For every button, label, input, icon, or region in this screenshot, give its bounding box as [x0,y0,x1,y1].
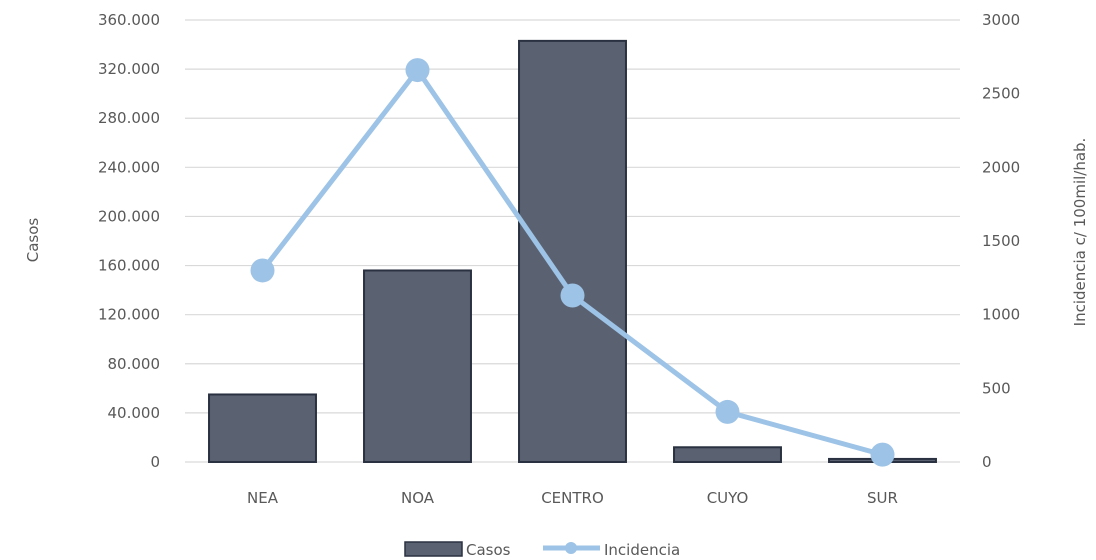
x-tick-label: NOA [401,489,435,507]
y2-tick-label: 2000 [982,158,1020,176]
y2-tick-label: 3000 [982,11,1020,29]
y-tick-label: 120.000 [98,306,160,324]
y2-axis-title: Incidencia c/ 100mil/hab. [1071,138,1089,327]
y-tick-label: 0 [150,453,160,471]
y-tick-label: 320.000 [98,60,160,78]
y2-tick-label: 2500 [982,85,1020,103]
left-axis-ticks: 0 40.000 80.000 120.000 160.000 200.000 240.00… [98,11,160,471]
y-tick-label: 360.000 [98,11,160,29]
legend-swatch-casos [404,541,463,557]
y-tick-label: 240.000 [98,158,160,176]
y-tick-label: 160.000 [98,257,160,275]
y2-tick-label: 1000 [982,306,1020,324]
marker-sur [870,442,895,467]
y-axis-title: Casos [24,218,42,263]
y-tick-label: 80.000 [108,355,161,373]
y2-tick-label: 500 [982,379,1011,397]
category-axis-ticks: NEA NOA CENTRO CUYO SUR [247,489,898,507]
marker-noa [405,58,430,83]
bar-centro [518,39,627,463]
y2-tick-label: 1500 [982,232,1020,250]
marker-nea [250,258,275,283]
x-tick-label: CUYO [707,489,749,507]
bars-casos [208,39,937,464]
bar-nea [208,393,317,464]
x-tick-label: NEA [247,489,279,507]
bar-cuyo [673,446,782,463]
y-tick-label: 280.000 [98,109,160,127]
legend: Casos Incidencia [404,541,680,559]
bar-noa [363,269,472,464]
y-tick-label: 40.000 [108,404,161,422]
x-tick-label: CENTRO [541,489,604,507]
x-tick-label: SUR [867,489,898,507]
line-incidencia [250,58,895,467]
legend-label-casos: Casos [466,541,511,559]
y-tick-label: 200.000 [98,207,160,225]
marker-cuyo [715,399,740,424]
legend-label-incidencia: Incidencia [604,541,680,559]
y2-tick-label: 0 [982,453,992,471]
right-axis-ticks: 0 500 1000 1500 2000 2500 3000 [982,11,1020,471]
legend-marker-incidencia [565,542,577,554]
marker-centro [560,283,585,308]
